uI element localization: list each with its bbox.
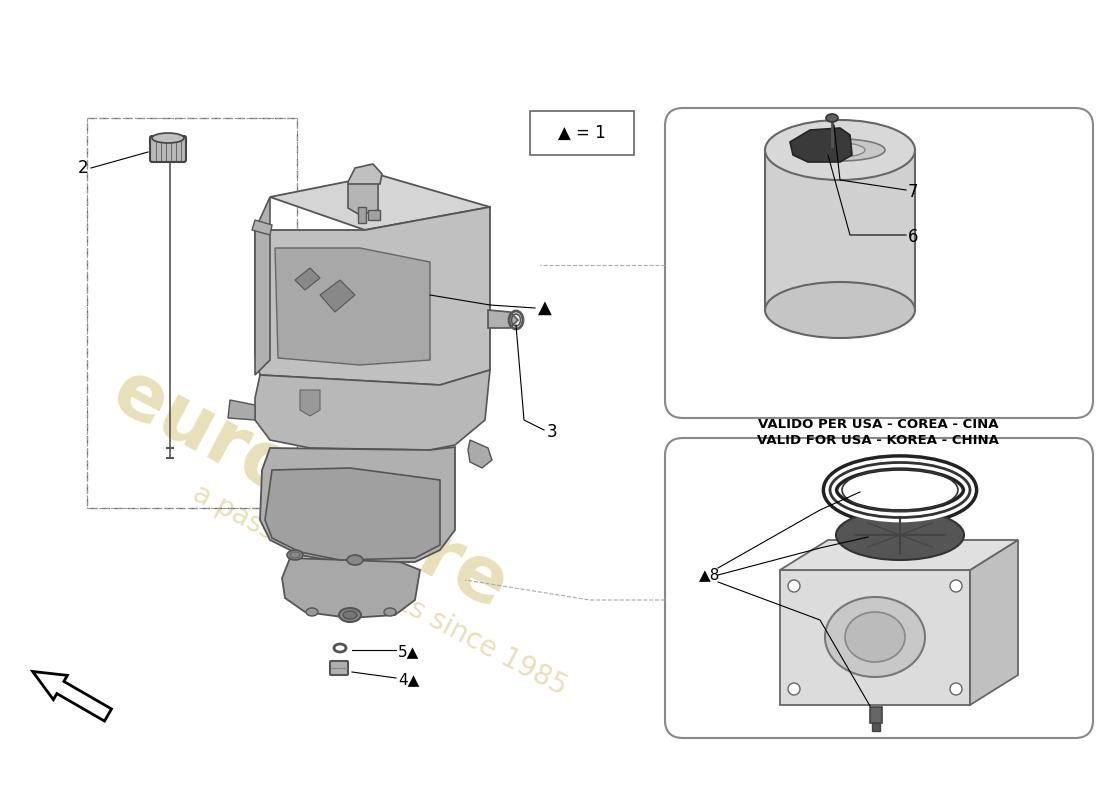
Polygon shape — [295, 268, 320, 290]
Ellipse shape — [152, 133, 184, 143]
Polygon shape — [348, 164, 382, 184]
Text: ▲ = 1: ▲ = 1 — [558, 124, 606, 142]
Ellipse shape — [764, 282, 915, 338]
Text: eurospare: eurospare — [99, 354, 520, 626]
Circle shape — [788, 580, 800, 592]
Ellipse shape — [384, 608, 396, 616]
Ellipse shape — [343, 611, 358, 619]
Polygon shape — [780, 540, 1018, 570]
Polygon shape — [265, 468, 440, 560]
Polygon shape — [260, 447, 455, 562]
Ellipse shape — [845, 612, 905, 662]
Polygon shape — [255, 207, 490, 385]
FancyBboxPatch shape — [666, 438, 1093, 738]
Polygon shape — [320, 280, 355, 312]
Ellipse shape — [815, 143, 865, 157]
Text: 2: 2 — [77, 159, 88, 177]
Ellipse shape — [826, 114, 838, 122]
FancyBboxPatch shape — [150, 136, 186, 162]
Bar — [368, 210, 379, 220]
Polygon shape — [255, 197, 270, 375]
Polygon shape — [275, 248, 430, 365]
Bar — [358, 207, 366, 223]
Polygon shape — [348, 172, 378, 215]
Ellipse shape — [764, 120, 915, 180]
Polygon shape — [300, 390, 320, 416]
FancyBboxPatch shape — [530, 111, 634, 155]
Polygon shape — [255, 370, 490, 450]
Bar — [87, 118, 297, 508]
Polygon shape — [270, 175, 490, 230]
Text: a passion for parts since 1985: a passion for parts since 1985 — [188, 479, 572, 701]
Text: 4▲: 4▲ — [398, 673, 419, 687]
Polygon shape — [228, 400, 255, 420]
Polygon shape — [970, 540, 1018, 705]
Ellipse shape — [346, 555, 363, 565]
Bar — [764, 150, 915, 310]
Ellipse shape — [795, 139, 886, 161]
Text: 6: 6 — [908, 228, 918, 246]
Text: VALIDO PER USA - COREA - CINA: VALIDO PER USA - COREA - CINA — [758, 418, 999, 430]
Polygon shape — [468, 440, 492, 468]
FancyBboxPatch shape — [330, 661, 348, 675]
Text: 5▲: 5▲ — [398, 645, 419, 659]
Text: ▲: ▲ — [538, 299, 552, 317]
Text: 7: 7 — [908, 183, 918, 201]
Bar — [870, 707, 882, 723]
Polygon shape — [790, 128, 852, 162]
FancyBboxPatch shape — [666, 108, 1093, 418]
Text: 3: 3 — [547, 423, 558, 441]
Polygon shape — [252, 220, 272, 235]
Bar — [872, 723, 880, 731]
Text: ▲8: ▲8 — [698, 567, 720, 582]
Polygon shape — [33, 671, 111, 721]
Polygon shape — [488, 310, 518, 328]
Ellipse shape — [287, 550, 303, 560]
Circle shape — [950, 683, 962, 695]
Ellipse shape — [339, 608, 361, 622]
Circle shape — [788, 683, 800, 695]
Ellipse shape — [836, 510, 964, 560]
Text: VALID FOR USA - KOREA - CHINA: VALID FOR USA - KOREA - CHINA — [757, 434, 999, 446]
Circle shape — [950, 580, 962, 592]
Polygon shape — [282, 558, 420, 618]
Polygon shape — [780, 570, 970, 705]
Ellipse shape — [306, 608, 318, 616]
Ellipse shape — [825, 597, 925, 677]
